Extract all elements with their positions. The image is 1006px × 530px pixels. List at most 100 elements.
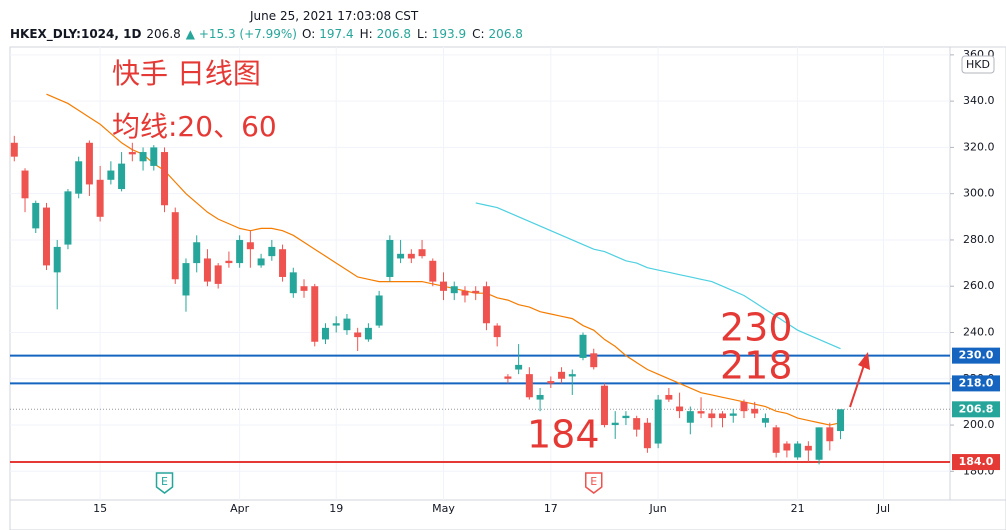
candle-body: [633, 418, 641, 430]
candle-body: [654, 399, 662, 444]
candle-body: [300, 286, 308, 291]
candle-body: [450, 286, 458, 294]
candle-body: [407, 253, 415, 259]
ohlc-label: O:: [301, 27, 316, 41]
event-marker: [155, 472, 174, 494]
candle-body: [611, 422, 619, 426]
annotation: 218: [720, 344, 793, 388]
candle-body: [150, 147, 158, 166]
candle-body: [96, 179, 104, 217]
candle-body: [279, 249, 287, 277]
ohlc: O: 197.4 H: 206.8 L: 193.9 C: 206.8: [302, 27, 525, 41]
candle-body: [686, 411, 694, 423]
x-tick-label: 17: [544, 502, 558, 515]
candle-body: [118, 163, 126, 190]
x-tick-label: 19: [329, 502, 343, 515]
y-tick-label: 200.0: [963, 418, 995, 431]
ohlc-label: C:: [472, 27, 485, 41]
candle-body: [21, 170, 29, 199]
annotation: 快手 日线图: [112, 57, 261, 90]
y-tick-label: 260.0: [963, 279, 995, 292]
candle-body: [665, 394, 673, 400]
candle-body: [354, 332, 362, 338]
candle-body: [32, 202, 40, 229]
candle-body: [107, 170, 115, 180]
candle-body: [794, 443, 802, 458]
candle-body: [504, 376, 512, 379]
y-tick-label: 240.0: [963, 325, 995, 338]
candle-body: [171, 212, 179, 280]
x-tick-label: Apr: [230, 502, 250, 515]
level-label-box: [952, 401, 1000, 418]
timestamp: June 25, 2021 17:03:08 CST: [250, 9, 419, 23]
candle-body: [558, 371, 566, 379]
candle-body: [289, 272, 297, 294]
x-tick-label: May: [432, 502, 455, 515]
candle-body: [161, 152, 169, 206]
x-tick-label: Jul: [876, 502, 890, 515]
candle-body: [193, 242, 201, 264]
annotation: 230: [720, 306, 793, 350]
candle-body: [332, 323, 340, 326]
candle-body: [515, 364, 523, 370]
frame: [9, 46, 1006, 530]
candle-body: [10, 142, 18, 157]
level-label-box: [952, 454, 1000, 471]
candle-body: [268, 246, 276, 257]
quote: HKEX_DLY:1024, 1D 206.8 ▲ +15.3 (+7.99%)…: [10, 27, 525, 41]
candle-body: [493, 325, 501, 338]
event-marker: [584, 472, 603, 494]
candle-body: [128, 152, 136, 155]
candle-body: [590, 353, 598, 368]
candle-body: [676, 406, 684, 412]
arrow: [849, 361, 866, 408]
candle-body: [461, 290, 469, 296]
ohlc-label: H:: [359, 27, 373, 41]
candle-body: [397, 253, 405, 259]
event-label: E: [590, 475, 597, 488]
candle-body: [622, 415, 630, 419]
change: ▲ +15.3 (+7.99%): [185, 27, 297, 41]
level-label: 206.8: [959, 402, 994, 415]
y-tick-label: 340.0: [963, 94, 995, 107]
candle-body: [568, 374, 576, 377]
header: June 25, 2021 17:03:08 CST HKEX_DLY:1024…: [0, 0, 1006, 46]
level-label-box: [952, 375, 1000, 392]
candle-body: [343, 318, 351, 331]
candle-body: [525, 374, 533, 398]
level-label: 218.0: [959, 376, 994, 389]
y-tick-label: 320.0: [963, 140, 995, 153]
moving-average: [475, 202, 841, 350]
x-tick-label: 15: [93, 502, 107, 515]
arrow-head: [858, 352, 870, 370]
symbol: HKEX_DLY:1024, 1D: [10, 27, 142, 41]
candle-body: [708, 413, 716, 419]
candle-body: [311, 286, 319, 342]
currency: HKD: [966, 58, 990, 71]
candle-body: [761, 418, 769, 423]
candle-body: [139, 152, 147, 162]
ohlc-label: L:: [417, 27, 428, 41]
ohlc-value: 193.9: [431, 27, 467, 41]
candle-body: [375, 295, 383, 326]
candle-body: [482, 286, 490, 324]
level-label: 230.0: [959, 349, 994, 362]
candle-body: [85, 142, 93, 185]
candle-body: [429, 260, 437, 282]
candle-body: [547, 381, 555, 384]
candle-body: [257, 258, 265, 266]
candle-body: [364, 327, 372, 340]
candle-body: [236, 239, 244, 264]
candle-body: [804, 445, 812, 451]
candle-body: [740, 401, 748, 412]
candle-body: [53, 246, 61, 273]
x-tick-label: Jun: [649, 502, 667, 515]
y-tick-label: 280.0: [963, 233, 995, 246]
candle-body: [697, 411, 705, 414]
candle-body: [783, 443, 791, 451]
ohlc-value: 206.8: [488, 27, 523, 41]
ohlc-value: 206.8: [376, 27, 412, 41]
candle-body: [826, 427, 834, 442]
